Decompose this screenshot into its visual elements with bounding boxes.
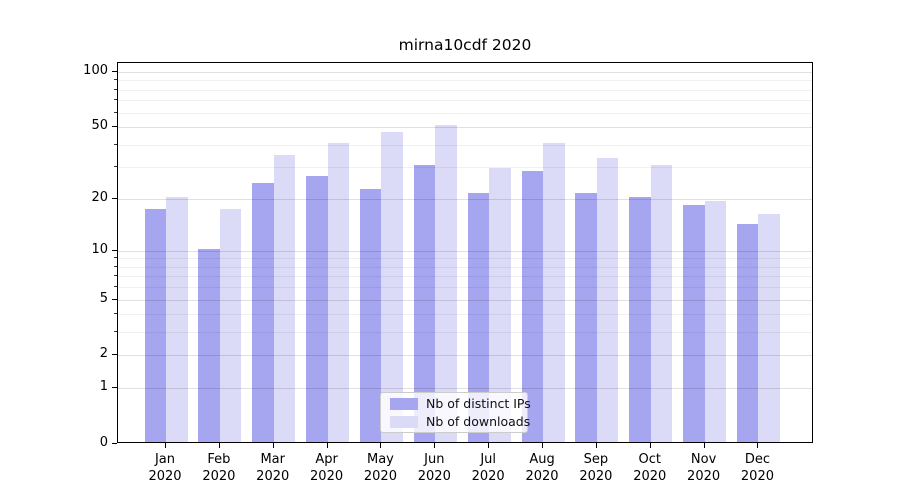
y-tick-mark — [112, 354, 117, 356]
gridline-minor — [118, 100, 812, 102]
bar-downloads — [650, 165, 673, 442]
x-tick-mark — [488, 443, 490, 448]
y-tick-label: 50 — [91, 118, 108, 134]
bar-distinct-ips — [575, 192, 597, 442]
bar-downloads — [166, 196, 188, 442]
gridline-major — [118, 72, 812, 74]
legend: Nb of distinct IPs Nb of downloads — [380, 392, 531, 433]
x-tick-label: May 2020 — [363, 452, 397, 484]
gridline-major — [118, 198, 812, 200]
x-tick-label: Mar 2020 — [256, 452, 290, 484]
x-tick-mark — [649, 443, 651, 448]
bar-distinct-ips — [683, 204, 705, 442]
x-tick-mark — [542, 443, 544, 448]
bar-distinct-ips — [413, 165, 436, 442]
x-tick-label: Sep 2020 — [579, 452, 613, 484]
y-tick-label: 1 — [99, 379, 108, 395]
legend-label-downloads: Nb of downloads — [426, 414, 531, 429]
bar-distinct-ips — [521, 170, 544, 442]
gridline-minor — [118, 167, 812, 169]
bar-distinct-ips — [359, 189, 382, 442]
bar-distinct-ips — [198, 248, 220, 442]
bar-distinct-ips — [467, 192, 490, 442]
bar-distinct-ips — [144, 209, 166, 442]
y-tick-mark — [112, 126, 117, 128]
y-tick-mark — [112, 197, 117, 199]
x-tick-label: Jul 2020 — [471, 452, 505, 484]
y-tick-mark-minor — [114, 143, 117, 145]
x-tick-label: Oct 2020 — [633, 452, 667, 484]
gridline-minor — [118, 112, 812, 114]
x-tick-mark — [595, 443, 597, 448]
bar-downloads — [543, 142, 565, 442]
legend-swatch-downloads — [390, 415, 418, 428]
legend-swatch-distinct-ips — [390, 397, 418, 410]
bar-distinct-ips — [736, 223, 759, 442]
bar-distinct-ips — [629, 196, 651, 442]
y-tick-mark-minor — [114, 111, 117, 113]
bar-distinct-ips — [306, 176, 328, 442]
x-tick-mark — [703, 443, 705, 448]
legend-entry-downloads: Nb of downloads — [381, 414, 531, 429]
y-tick-mark-minor — [114, 99, 117, 101]
bar-downloads — [596, 157, 619, 442]
y-tick-mark-minor — [114, 331, 117, 333]
bar-downloads — [758, 213, 780, 442]
bar-downloads — [381, 131, 403, 442]
y-tick-label: 100 — [83, 63, 108, 79]
x-tick-label: Feb 2020 — [202, 452, 236, 484]
x-tick-mark — [434, 443, 436, 448]
y-tick-mark-minor — [114, 166, 117, 168]
y-tick-mark — [112, 249, 117, 251]
y-tick-mark-minor — [114, 79, 117, 81]
x-tick-label: Apr 2020 — [310, 452, 344, 484]
x-tick-mark — [326, 443, 328, 448]
gridline-minor — [118, 80, 812, 82]
gridline-major — [118, 127, 812, 129]
chart-title: mirna10cdf 2020 — [398, 36, 532, 54]
x-tick-label: Jun 2020 — [417, 452, 451, 484]
x-tick-mark — [380, 443, 382, 448]
legend-label-distinct-ips: Nb of distinct IPs — [426, 396, 531, 411]
gridline-minor — [118, 89, 812, 91]
x-tick-mark — [218, 443, 220, 448]
y-tick-mark — [112, 387, 117, 389]
bar-distinct-ips — [252, 182, 274, 442]
y-tick-mark-minor — [114, 265, 117, 267]
x-tick-label: Nov 2020 — [687, 452, 721, 484]
y-tick-mark-minor — [114, 275, 117, 277]
y-tick-mark-minor — [114, 313, 117, 315]
y-tick-label: 0 — [99, 435, 108, 450]
gridline-minor — [118, 144, 812, 146]
x-tick-mark — [272, 443, 274, 448]
y-tick-label: 5 — [99, 290, 108, 306]
y-tick-label: 2 — [99, 346, 108, 362]
y-tick-label: 20 — [91, 189, 108, 205]
y-tick-mark-minor — [114, 286, 117, 288]
y-tick-mark-minor — [114, 257, 117, 259]
y-tick-mark — [112, 71, 117, 73]
x-tick-mark — [165, 443, 166, 448]
y-tick-label: 10 — [91, 241, 108, 257]
x-tick-label: Dec 2020 — [740, 452, 774, 484]
x-tick-mark — [757, 443, 759, 448]
x-tick-label: Jan 2020 — [148, 452, 182, 484]
plot-area: Nb of distinct IPs Nb of downloads — [117, 62, 813, 443]
y-tick-mark — [112, 298, 117, 300]
bar-downloads — [489, 167, 511, 442]
y-tick-mark — [112, 443, 117, 444]
legend-entry-distinct-ips: Nb of distinct IPs — [381, 396, 531, 411]
x-tick-label: Aug 2020 — [525, 452, 559, 484]
bar-downloads — [273, 155, 296, 442]
bar-downloads — [327, 142, 350, 442]
bar-downloads — [435, 125, 457, 442]
bar-downloads — [219, 209, 242, 442]
bar-downloads — [704, 200, 727, 442]
y-tick-mark-minor — [114, 88, 117, 90]
